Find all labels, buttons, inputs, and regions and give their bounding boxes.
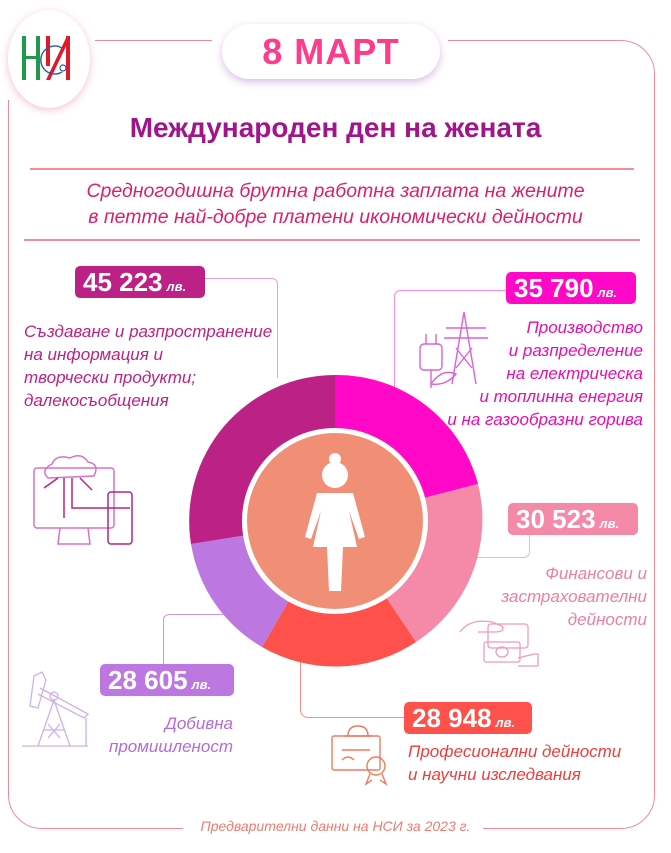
connector-line-1 <box>200 278 278 378</box>
money-hand-icon <box>459 620 539 667</box>
divider-bottom <box>24 239 640 241</box>
connector-line-4 <box>300 660 410 718</box>
page-title: Международен ден на жената <box>129 112 542 143</box>
label-ict: Създаване и разпространение на информаци… <box>24 322 273 410</box>
donut-chart <box>189 374 483 667</box>
value-badge-finance: 30 523 лв. <box>508 503 638 535</box>
connector-line-3 <box>426 520 530 558</box>
chart-subtitle: Средногодишна брутна работна заплата на … <box>86 180 585 228</box>
value-badge-mining: 28 605 лв. <box>100 664 234 696</box>
power-plug-tower-icon <box>419 311 488 388</box>
connector-line-5 <box>163 614 223 666</box>
value-badge-ict: 45 223 лв. <box>75 266 205 298</box>
value-badge-professional: 28 948 лв. <box>404 702 532 734</box>
label-professional: Професионални дейности и научни изследва… <box>408 742 622 784</box>
footer-source: Предварителни данни на НСИ за 2023 г. <box>200 818 471 834</box>
nsi-logo-icon <box>22 36 70 80</box>
oil-pump-icon <box>22 671 90 747</box>
label-mining: Добивна промишленост <box>109 714 233 756</box>
divider-top <box>30 168 634 170</box>
nsi-logo <box>8 10 90 108</box>
woman-icon <box>305 453 365 591</box>
certificate-icon <box>331 725 388 786</box>
connector-line-2 <box>394 290 506 400</box>
date-badge: 8 МАРТ <box>222 24 440 79</box>
label-energy: Производство и разпределение на електрич… <box>447 318 643 429</box>
value-badge-energy: 35 790 лв. <box>506 272 636 304</box>
cloud-computer-icon <box>33 455 133 545</box>
label-finance: Финансови и застрахователни дейности <box>501 564 647 629</box>
